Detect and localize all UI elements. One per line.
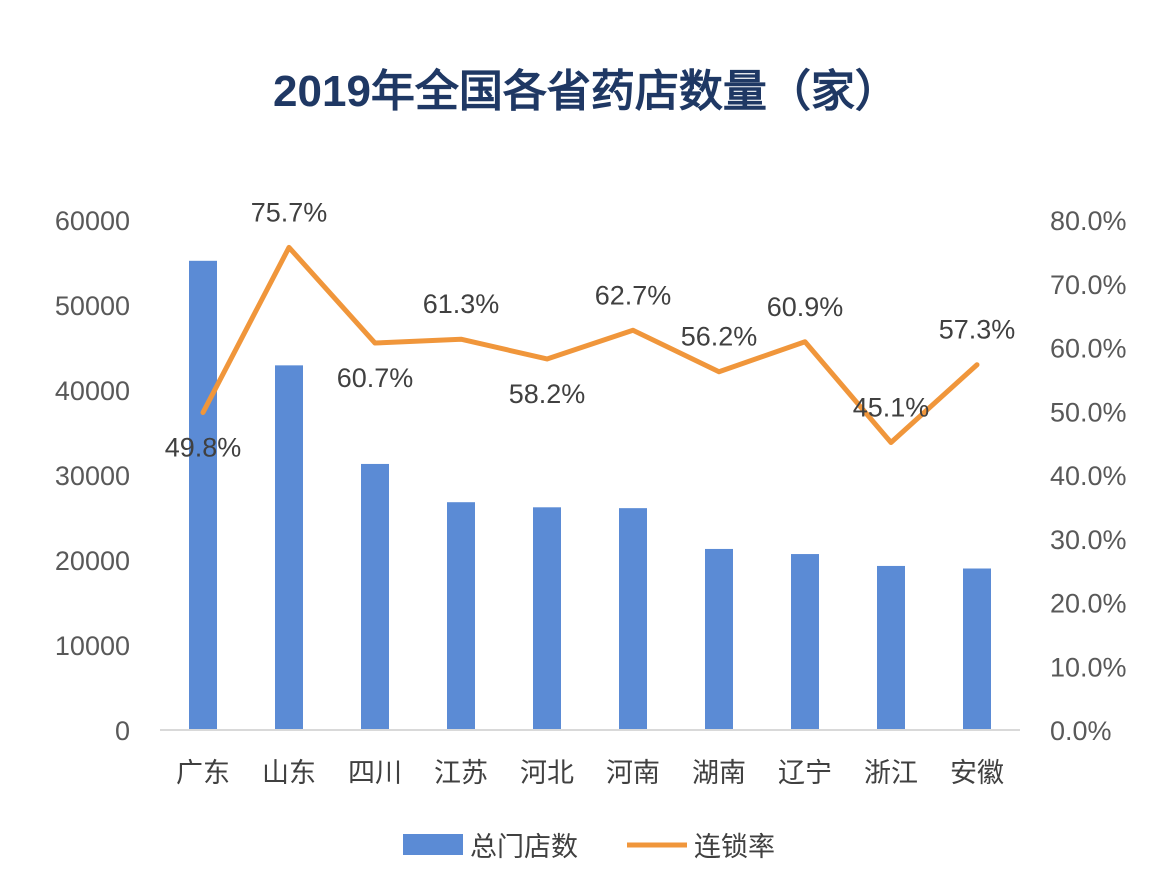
legend-label-line: 连锁率 bbox=[694, 832, 775, 863]
line-data-label: 45.1% bbox=[853, 392, 930, 422]
bar bbox=[533, 507, 561, 730]
right-tick-label: 80.0% bbox=[1050, 206, 1127, 236]
category-label: 江苏 bbox=[434, 758, 488, 789]
legend-label-bar: 总门店数 bbox=[470, 832, 578, 863]
left-tick-label: 30000 bbox=[55, 461, 130, 491]
category-label: 湖南 bbox=[692, 758, 746, 789]
x-axis-categories: 广东 山东 四川 江苏 河北 河南 湖南 辽宁 浙江 安徽 bbox=[176, 758, 1004, 789]
line-data-label: 49.8% bbox=[165, 433, 242, 463]
bar bbox=[447, 502, 475, 730]
line-data-label: 57.3% bbox=[939, 315, 1016, 345]
right-tick-label: 40.0% bbox=[1050, 461, 1127, 491]
left-tick-label: 40000 bbox=[55, 376, 130, 406]
bar bbox=[189, 260, 217, 730]
bar bbox=[275, 365, 303, 730]
category-label: 河北 bbox=[520, 758, 574, 789]
category-label: 山东 bbox=[262, 758, 316, 789]
bar-series bbox=[189, 260, 991, 730]
left-tick-label: 20000 bbox=[55, 546, 130, 576]
line-data-label: 62.7% bbox=[595, 280, 672, 310]
line-data-label: 56.2% bbox=[681, 322, 758, 352]
line-data-label: 58.2% bbox=[509, 379, 586, 409]
right-tick-label: 0.0% bbox=[1050, 716, 1112, 746]
left-tick-label: 0 bbox=[115, 716, 130, 746]
line-path bbox=[200, 244, 980, 445]
bar bbox=[877, 565, 905, 730]
right-tick-label: 50.0% bbox=[1050, 397, 1127, 427]
category-label: 安徽 bbox=[950, 758, 1004, 789]
left-tick-label: 60000 bbox=[55, 206, 130, 236]
left-axis: 0 10000 20000 30000 40000 50000 60000 bbox=[55, 206, 130, 746]
category-label: 浙江 bbox=[864, 758, 918, 789]
right-tick-label: 60.0% bbox=[1050, 334, 1127, 364]
bar bbox=[963, 568, 991, 730]
right-axis: 0.0% 10.0% 20.0% 30.0% 40.0% 50.0% 60.0% 70.0% 8… bbox=[1050, 206, 1127, 746]
right-tick-label: 70.0% bbox=[1050, 270, 1127, 300]
category-label: 四川 bbox=[348, 758, 402, 789]
bar bbox=[619, 508, 647, 730]
category-label: 辽宁 bbox=[778, 758, 832, 789]
right-tick-label: 20.0% bbox=[1050, 589, 1127, 619]
line-data-labels: 49.8% 75.7% 60.7% 61.3% 58.2% 62.7% 56.2% 60.9%… bbox=[165, 197, 1016, 462]
legend: 总门店数 连锁率 bbox=[403, 832, 775, 863]
line-series bbox=[200, 244, 980, 445]
legend-swatch-bar bbox=[403, 834, 463, 855]
line-data-label: 60.7% bbox=[337, 363, 414, 393]
category-label: 广东 bbox=[176, 758, 230, 789]
bar bbox=[791, 554, 819, 730]
bar bbox=[361, 463, 389, 730]
left-tick-label: 50000 bbox=[55, 291, 130, 321]
line-data-label: 61.3% bbox=[423, 289, 500, 319]
line-data-label: 75.7% bbox=[251, 197, 328, 227]
right-tick-label: 10.0% bbox=[1050, 652, 1127, 682]
right-tick-label: 30.0% bbox=[1050, 525, 1127, 555]
chart-title: 2019年全国各省药店数量（家） bbox=[273, 66, 899, 116]
line-data-label: 60.9% bbox=[767, 292, 844, 322]
bar bbox=[705, 548, 733, 730]
left-tick-label: 10000 bbox=[55, 631, 130, 661]
category-label: 河南 bbox=[606, 758, 660, 789]
